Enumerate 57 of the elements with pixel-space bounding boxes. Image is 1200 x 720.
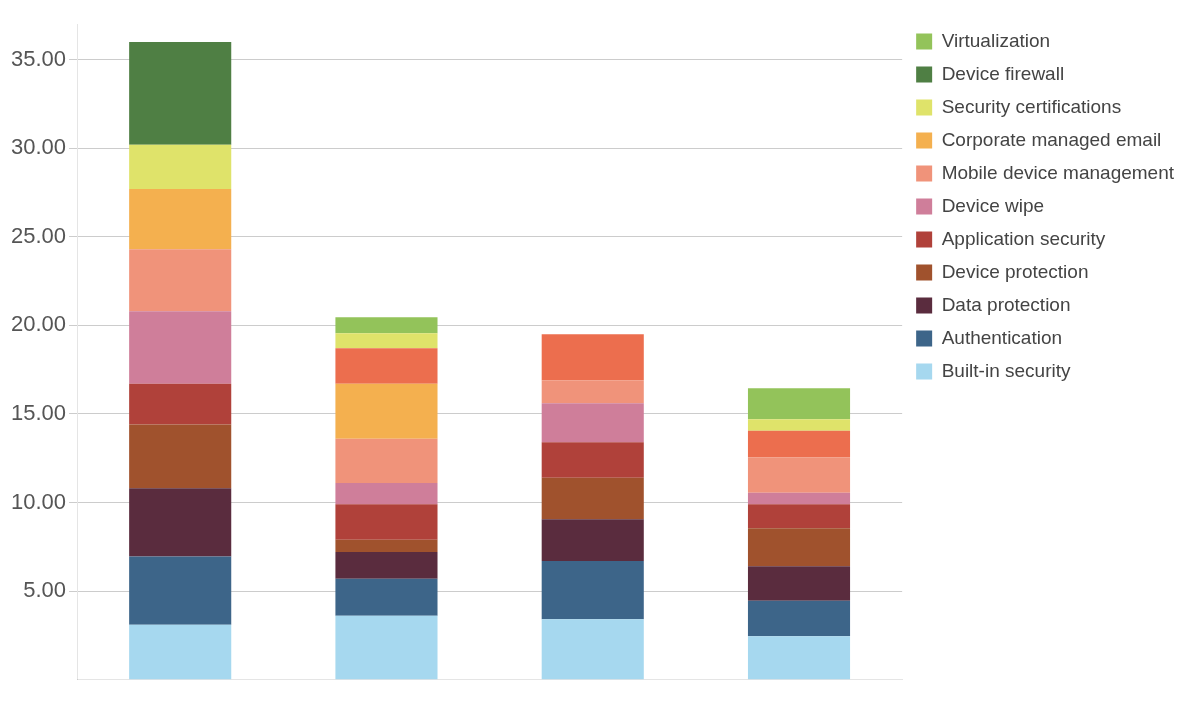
y-tick-label: 10.00 bbox=[10, 488, 67, 514]
bar bbox=[129, 424, 232, 489]
bar bbox=[335, 482, 438, 505]
bar bbox=[747, 636, 851, 680]
bar bbox=[541, 403, 644, 443]
bar bbox=[747, 457, 851, 493]
bar bbox=[129, 249, 232, 312]
bar bbox=[335, 438, 438, 483]
bar bbox=[747, 566, 851, 601]
bar bbox=[335, 552, 438, 579]
bar bbox=[747, 600, 851, 637]
legend-label: Device wipe bbox=[941, 194, 1045, 216]
legend-label: Data protection bbox=[941, 293, 1071, 315]
bar bbox=[335, 578, 438, 616]
y-tick-label: 15.00 bbox=[10, 399, 67, 425]
y-tick-label: 35.00 bbox=[10, 45, 67, 71]
legend-label: Built-in security bbox=[941, 359, 1071, 381]
bar bbox=[129, 556, 232, 625]
bar bbox=[747, 492, 851, 505]
bar bbox=[541, 477, 644, 520]
bar bbox=[335, 333, 438, 349]
bar bbox=[541, 442, 644, 478]
legend-label: Corporate managed email bbox=[941, 128, 1162, 150]
legend-label: Security certifications bbox=[941, 95, 1122, 117]
bar bbox=[541, 519, 644, 561]
bar bbox=[747, 388, 851, 420]
bar bbox=[541, 619, 644, 680]
y-tick-label: 25.00 bbox=[10, 222, 67, 248]
bar bbox=[129, 488, 232, 557]
y-tick-label: 5.00 bbox=[23, 577, 67, 603]
bar bbox=[129, 311, 232, 384]
legend-label: Mobile device management bbox=[941, 161, 1175, 183]
bar bbox=[747, 528, 851, 567]
legend-label: Application security bbox=[941, 227, 1106, 249]
bar bbox=[129, 624, 232, 680]
y-tick-label: 20.00 bbox=[10, 311, 67, 337]
bar bbox=[129, 383, 232, 425]
bar bbox=[129, 188, 232, 250]
legend-label: Device protection bbox=[941, 260, 1089, 282]
bar bbox=[335, 317, 438, 334]
legend-label: Virtualization bbox=[941, 29, 1051, 51]
bar bbox=[335, 348, 438, 384]
legend-label: Device firewall bbox=[941, 62, 1065, 84]
bar bbox=[541, 334, 644, 381]
bar bbox=[129, 41, 232, 145]
bar bbox=[541, 380, 644, 404]
y-tick-label: 30.00 bbox=[10, 134, 67, 160]
bar bbox=[335, 615, 438, 680]
bar bbox=[541, 560, 644, 620]
bar bbox=[747, 419, 851, 431]
bar bbox=[747, 430, 851, 458]
bar bbox=[335, 383, 438, 439]
bar bbox=[747, 504, 851, 529]
bar bbox=[335, 504, 438, 540]
bar bbox=[335, 539, 438, 553]
bar bbox=[129, 144, 232, 189]
legend-label: Authentication bbox=[941, 326, 1063, 348]
